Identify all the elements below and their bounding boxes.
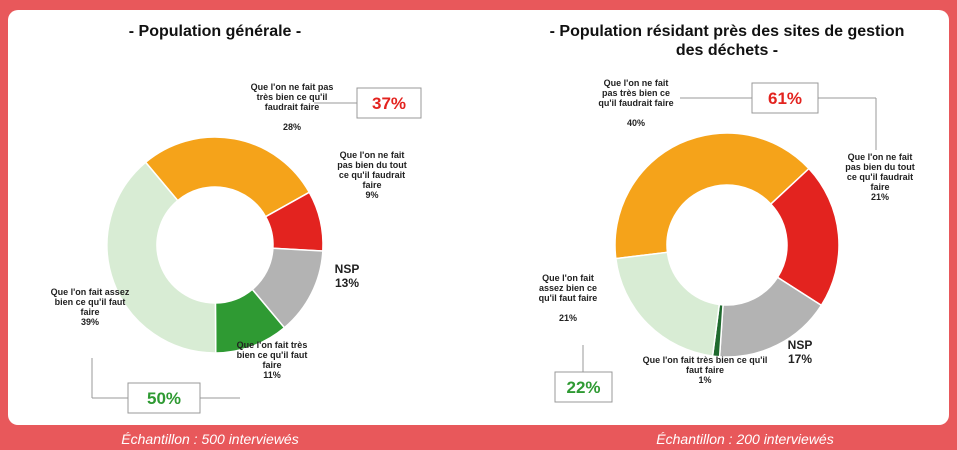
callout-box (356, 87, 422, 119)
sample-note: Échantillon : 200 interviewés (656, 431, 833, 447)
value-label: 21% (559, 313, 577, 323)
slice-label: Que l'on ne fait pas très bien ce qu'il … (250, 82, 334, 112)
callout-text: 37% (372, 94, 406, 113)
callout-box (554, 371, 613, 403)
donut-slice (144, 136, 311, 218)
callout-box (127, 382, 201, 414)
value-label: 1% (698, 375, 711, 385)
slice-label-box: NSP (334, 262, 360, 276)
callout-text: 61% (768, 89, 802, 108)
slice-label-box: Que l'on ne fait pas très bien ce qu'il … (250, 82, 334, 112)
callout-box (751, 82, 819, 114)
donut-slice (614, 132, 810, 260)
slice-label-box: Que l'on ne fait pas très bien ce qu'il … (598, 78, 674, 108)
slice-label: Que l'on ne fait pas très bien ce qu'il … (598, 78, 674, 108)
slice-label-box: Que l'on ne fait pas bien du tout ce qu'… (337, 150, 407, 190)
slice-label: Que l'on fait assez bien ce qu'il faut f… (50, 287, 130, 317)
slice-label-box: Que l'on fait assez bien ce qu'il faut f… (50, 287, 130, 317)
slice-label-box: Que l'on ne fait pas bien du tout ce qu'… (845, 152, 915, 192)
value-label: 28% (283, 122, 301, 132)
value-label: 13% (335, 276, 359, 290)
callout-text: 22% (566, 378, 600, 397)
value-label: 40% (627, 118, 645, 128)
value-label: 11% (263, 370, 281, 380)
slice-label: Que l'on fait assez bien ce qu'il faut f… (538, 273, 598, 303)
sample-note: Échantillon : 500 interviewés (121, 431, 298, 447)
slice-label: Que l'on fait très bien ce qu'il faut fa… (642, 355, 768, 375)
chart-title: - Population générale - (128, 23, 302, 40)
slice-label: Que l'on fait très bien ce qu'il faut fa… (236, 340, 308, 370)
slice-label: Que l'on ne fait pas bien du tout ce qu'… (337, 150, 407, 190)
slice-label: Que l'on ne fait pas bien du tout ce qu'… (845, 152, 915, 192)
slice-label-box: Que l'on fait assez bien ce qu'il faut f… (538, 273, 598, 303)
value-label: 39% (81, 317, 99, 327)
callout-text: 50% (147, 389, 181, 408)
slice-label: NSP (334, 262, 360, 276)
donut-slice (614, 251, 721, 357)
chart-title-box: - Population générale - (128, 23, 302, 40)
chart-title: - Population résidant près des sites de … (549, 23, 905, 59)
slice-label: NSP (787, 338, 813, 352)
value-label: 21% (871, 192, 889, 202)
slice-label-box: Que l'on fait très bien ce qu'il faut fa… (236, 340, 308, 370)
slice-label-box: Que l'on fait très bien ce qu'il faut fa… (642, 355, 768, 375)
value-label: 17% (788, 352, 812, 366)
value-label: 9% (365, 190, 378, 200)
slice-label-box: NSP (787, 338, 813, 352)
chart-title-box: - Population résidant près des sites de … (549, 23, 905, 59)
donut-slice (106, 161, 217, 354)
